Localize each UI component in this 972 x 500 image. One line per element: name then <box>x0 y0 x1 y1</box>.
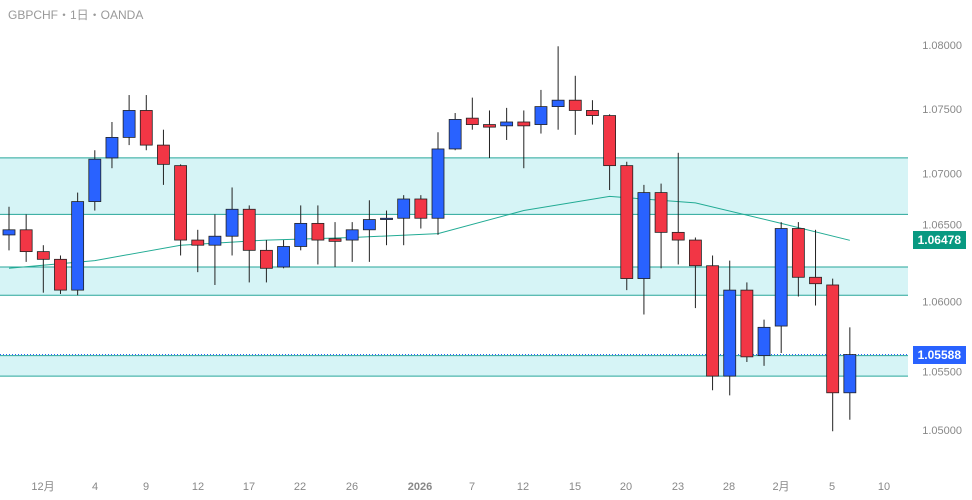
candle-body <box>654 192 668 233</box>
price-tick-label: 1.06500 <box>922 219 962 231</box>
candle-body <box>380 217 393 220</box>
time-tick-label: 2月 <box>772 481 789 493</box>
zone-rect <box>0 267 908 296</box>
candle-body <box>2 229 16 236</box>
price-tick-label: 1.07500 <box>922 104 962 116</box>
candle-body <box>397 198 411 219</box>
candle-body <box>637 192 651 279</box>
candle-body <box>431 148 445 219</box>
candle-body <box>791 228 805 278</box>
candle-body <box>311 222 325 241</box>
time-tick-label: 12 <box>517 481 529 493</box>
candle-body <box>122 110 136 138</box>
candle-body <box>208 235 222 246</box>
candle-body <box>294 222 308 247</box>
candle-body <box>534 106 548 125</box>
candle-body <box>362 219 376 231</box>
candle-body <box>105 136 119 159</box>
candle-body <box>88 158 102 202</box>
candle-body <box>157 144 170 165</box>
candle-body <box>414 198 428 219</box>
price-tick-label: 1.05500 <box>922 367 962 379</box>
candle-body <box>500 121 514 127</box>
candle-body <box>191 239 205 246</box>
candle-body <box>843 354 857 394</box>
candle-body <box>568 99 582 111</box>
candle-body <box>826 284 840 394</box>
time-tick-label: 4 <box>92 481 98 493</box>
candle-body <box>259 249 273 269</box>
time-tick-label: 10 <box>878 481 890 493</box>
candle-body <box>71 201 85 291</box>
candle-body <box>448 119 462 150</box>
candle-body <box>242 208 256 251</box>
time-tick-label: 23 <box>672 481 684 493</box>
candle-body <box>517 121 531 127</box>
candle-body <box>36 251 50 260</box>
time-tick-label: 12月 <box>31 481 54 493</box>
price-tick-label: 1.06000 <box>922 297 962 309</box>
time-tick-label: 17 <box>243 481 255 493</box>
candle-body <box>139 110 153 146</box>
time-tick-label: 2026 <box>408 481 432 493</box>
time-tick-label: 5 <box>829 481 835 493</box>
candle-body <box>174 165 188 241</box>
last-price-label: 1.05588 <box>912 345 966 364</box>
symbol-title: GBPCHF・1日・OANDA <box>8 8 144 22</box>
price-tick-label: 1.05000 <box>922 425 962 437</box>
candle-body <box>277 246 290 268</box>
candle-body <box>586 110 599 116</box>
price-tick-label: 1.08000 <box>922 40 962 52</box>
time-tick-label: 26 <box>346 481 358 493</box>
candle-body <box>689 239 702 267</box>
candle-body <box>483 124 496 128</box>
candle-body <box>809 276 822 285</box>
candle-body <box>774 228 788 327</box>
candle-body <box>345 229 359 241</box>
ma-price-label: 1.06478 <box>912 231 966 250</box>
time-tick-label: 20 <box>620 481 632 493</box>
time-tick-label: 15 <box>569 481 581 493</box>
time-tick-label: 12 <box>192 481 204 493</box>
time-tick-label: 7 <box>469 481 475 493</box>
candle-body <box>757 326 771 356</box>
time-tick-label: 22 <box>294 481 306 493</box>
zone-rect <box>0 355 908 377</box>
time-tick-label: 28 <box>723 481 735 493</box>
candle-body <box>706 265 719 377</box>
candle-body <box>465 117 479 125</box>
price-tick-label: 1.07000 <box>922 168 962 180</box>
candle-body <box>54 258 67 291</box>
time-tick-label: 9 <box>143 481 149 493</box>
candle-body <box>723 289 737 377</box>
candle-body <box>671 231 685 241</box>
candle-body <box>551 99 565 108</box>
zone-rect <box>0 157 908 215</box>
candle-body <box>328 238 342 242</box>
candle-body <box>740 289 754 358</box>
candle-body <box>603 115 616 167</box>
candle-body <box>225 208 239 237</box>
candle-body <box>19 229 33 253</box>
candle-body <box>620 165 634 279</box>
